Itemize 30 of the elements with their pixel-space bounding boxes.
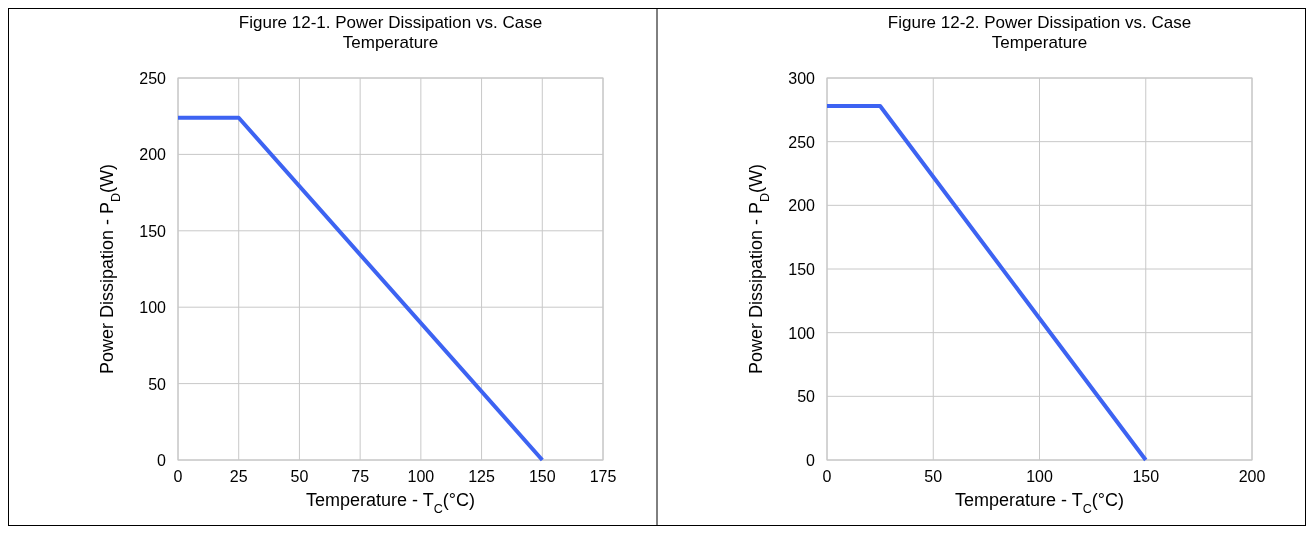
x-tick-label: 25 [229,468,248,485]
y-tick-label: 200 [788,197,816,215]
y-tick-label: 0 [806,452,816,469]
y-tick-label: 150 [139,222,167,240]
x-tick-label: 75 [351,468,370,485]
chart-title: Figure 12-1. Power Dissipation vs. Case Temperature [238,13,543,52]
x-tick-label: 150 [1132,468,1160,485]
x-tick-label: 50 [924,468,943,485]
y-tick-label: 50 [148,375,167,393]
x-axis-title: Temperature - T$_{C}$(°C) [954,490,1125,516]
y-tick-label: 0 [157,452,167,469]
x-tick-label: 125 [468,468,496,485]
x-tick-label: 100 [407,468,435,485]
y-tick-label: 250 [788,133,816,151]
x-tick-label: 200 [1238,468,1266,485]
x-tick-label: 175 [589,468,617,485]
x-tick-label: 100 [1026,468,1053,485]
x-tick-label: 0 [822,468,832,485]
y-tick-label: 300 [788,70,816,87]
x-tick-label: 0 [173,468,183,485]
y-tick-label: 100 [139,299,167,317]
y-tick-label: 200 [139,146,167,164]
x-tick-label: 50 [290,468,309,485]
x-tick-label: 150 [528,468,556,485]
y-tick-label: 250 [139,70,167,87]
y-tick-label: 100 [788,324,816,342]
chart-title: Figure 12-2. Power Dissipation vs. Case Temperature [887,13,1192,52]
y-tick-label: 50 [797,388,816,406]
y-tick-label: 150 [788,261,816,278]
x-axis-title: Temperature - T$_{C}$(°C) [305,490,476,516]
